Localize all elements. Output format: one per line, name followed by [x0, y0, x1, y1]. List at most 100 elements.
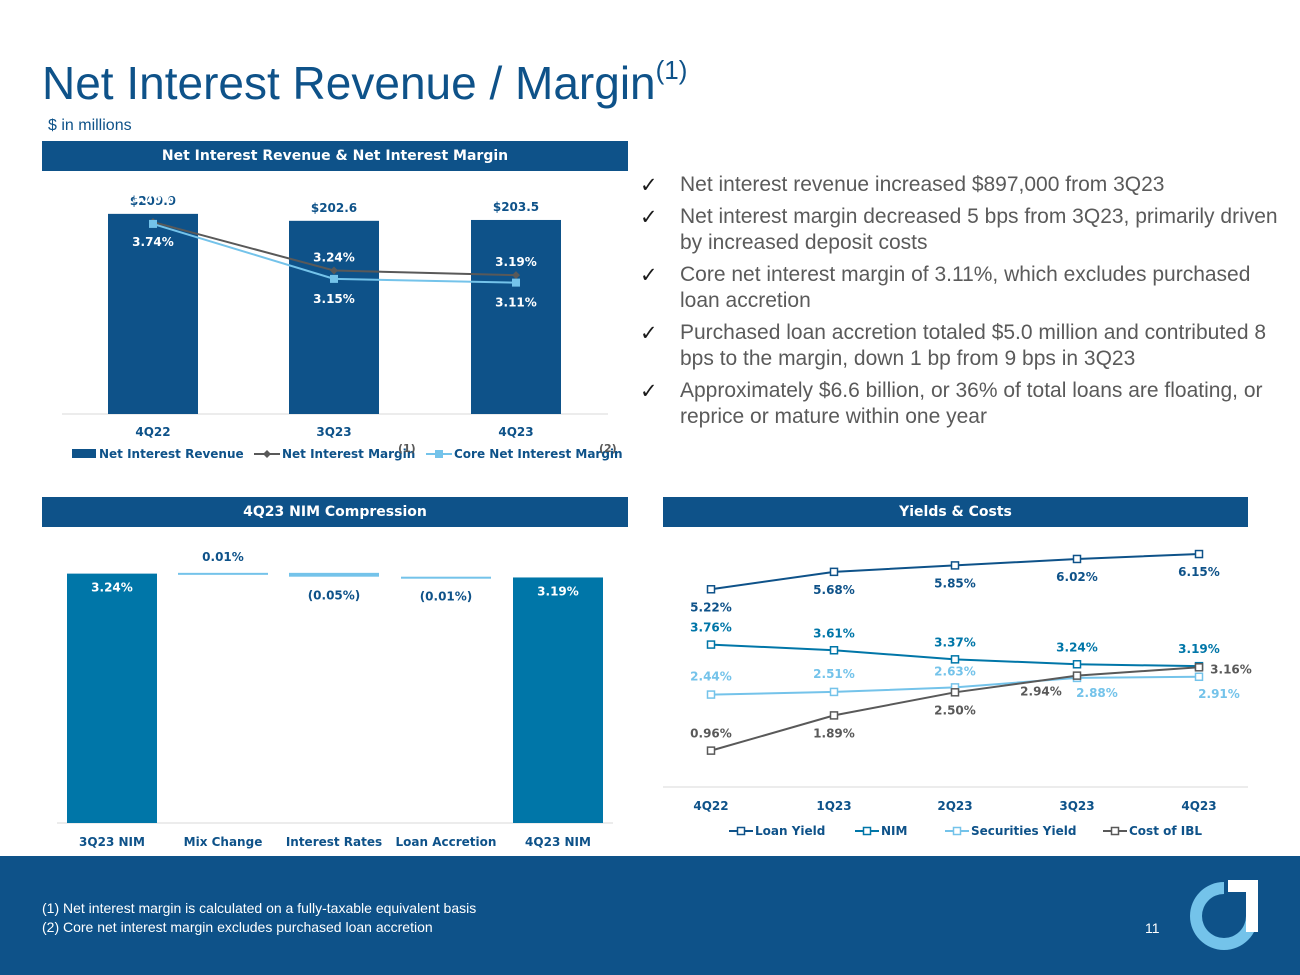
yields-costs-chart: 5.22% 5.68% 5.85% 6.02% 6.15% 3.76% 3.61% 3.37%… [663, 549, 1252, 838]
series-data-label: 1.89% [813, 726, 855, 740]
x-tick-label: Mix Change [184, 835, 263, 849]
core-nim-data-label: 3.11% [495, 296, 537, 310]
legend-marker-nim [263, 450, 271, 458]
x-tick-label: 4Q23 NIM [525, 835, 591, 849]
x-tick-label: 4Q23 [1181, 799, 1216, 813]
waterfall-bar [513, 577, 603, 823]
series-data-label: 3.61% [813, 626, 855, 640]
series-marker [1072, 671, 1082, 680]
series-marker [1194, 549, 1204, 559]
nim-compression-chart: 3.24% 3Q23 NIM 0.01% Mix Change (0.05%) Inter… [57, 550, 613, 849]
series-data-label: 3.76% [690, 621, 732, 635]
x-tick-label: 3Q23 [1059, 799, 1094, 813]
series-data-label: 0.96% [690, 727, 732, 741]
x-tick-label: 4Q23 [498, 425, 533, 439]
legend-footnote-mark: (1) [398, 442, 416, 455]
series-data-label: 5.68% [813, 583, 855, 597]
footnote-1: (1) Net interest margin is calculated on… [42, 900, 477, 916]
legend-label: Cost of IBL [1129, 824, 1202, 838]
nir-bar-label: $209.9 [130, 194, 176, 208]
key-point-item: ✓ Net interest revenue increased $897,000… [640, 172, 1290, 198]
waterfall-bar [67, 573, 157, 823]
panel-header-nim-compression: 4Q23 NIM Compression [42, 497, 628, 527]
legend-marker [736, 826, 746, 836]
checkmark-icon: ✓ [640, 205, 658, 229]
key-point-item: ✓ Purchased loan accretion totaled $5.0 m… [640, 320, 1290, 372]
core-nim-data-label: 3.74% [132, 235, 174, 249]
series-data-label: 6.15% [1178, 565, 1220, 579]
nim-marker [512, 271, 520, 280]
page-title-footnote-mark: (1) [655, 54, 688, 85]
core-nim-data-label: 3.15% [313, 292, 355, 306]
page-title-text: Net Interest Revenue / Margin [42, 57, 656, 109]
waterfall-bar [401, 576, 491, 579]
nir-nim-chart: $209.9 4Q22 $202.6 3Q23 $203.5 4Q23 3.76% 3.24%… [62, 191, 623, 461]
x-tick-label: 1Q23 [816, 799, 851, 813]
legend-label-nir: Net Interest Revenue [99, 447, 244, 461]
footnote-2: (2) Core net interest margin excludes pu… [42, 919, 433, 935]
series-data-label: 2.91% [1198, 687, 1240, 701]
nim-marker [330, 266, 338, 275]
series-marker [1072, 660, 1082, 669]
series-data-label: 3.19% [1178, 642, 1220, 656]
key-point-item: ✓ Net interest margin decreased 5 bps fro… [640, 204, 1290, 256]
units-subtitle: $ in millions [48, 117, 132, 134]
series-marker [706, 746, 716, 755]
series-marker [829, 687, 839, 697]
legend-label-nim: Net Interest Margin [282, 447, 415, 461]
series-marker [706, 585, 716, 594]
nim-data-label: 3.19% [495, 255, 537, 269]
series-marker [950, 688, 960, 697]
checkmark-icon: ✓ [640, 321, 658, 345]
series-marker [706, 640, 716, 649]
nim-data-label: 3.24% [313, 251, 355, 265]
x-tick-label: 4Q22 [135, 425, 170, 439]
series-data-label: 2.88% [1076, 686, 1118, 700]
waterfall-bar [178, 572, 268, 575]
waterfall-data-label: 3.19% [537, 584, 579, 598]
series-marker [829, 646, 839, 655]
legend-marker [1110, 826, 1120, 836]
nir-bar [108, 213, 198, 414]
key-point-item: ✓ Core net interest margin of 3.11%, whic… [640, 262, 1290, 314]
series-data-label: 2.63% [934, 664, 976, 678]
legend-marker [952, 826, 962, 836]
x-tick-label: 3Q23 NIM [79, 835, 145, 849]
core-nim-marker [149, 219, 157, 228]
legend-footnote-mark: (2) [599, 442, 617, 455]
waterfall-bar [289, 572, 379, 577]
key-point-text: Net interest revenue increased $897,000 … [680, 173, 1165, 196]
series-marker [950, 655, 960, 664]
nir-bar-label: $203.5 [493, 200, 539, 214]
company-logo-icon [1190, 880, 1258, 950]
key-point-text: Purchased loan accretion totaled $5.0 mi… [680, 321, 1267, 370]
series-data-label: 3.16% [1210, 662, 1252, 676]
x-tick-label: 4Q22 [693, 799, 728, 813]
panel-header-yields-costs: Yields & Costs [663, 497, 1248, 527]
series-marker [829, 567, 839, 577]
core-nim-marker [512, 278, 520, 287]
waterfall-data-label: 0.01% [202, 550, 244, 564]
series-data-label: 2.94% [1020, 685, 1062, 699]
nir-bar-label: $202.6 [311, 201, 357, 215]
page-title: Net Interest Revenue / Margin(1) [42, 54, 688, 110]
series-marker [706, 690, 716, 699]
key-point-text: Net interest margin decreased 5 bps from… [680, 205, 1278, 254]
series-data-label: 2.44% [690, 670, 732, 684]
key-point-text: Approximately $6.6 billion, or 36% of to… [680, 379, 1263, 428]
series-data-label: 5.22% [690, 600, 732, 614]
core-nim-marker [330, 274, 338, 283]
legend-marker [862, 826, 872, 836]
series-data-label: 5.85% [934, 576, 976, 590]
nir-bar [289, 220, 379, 414]
legend-label-core: Core Net Interest Margin [454, 447, 623, 461]
legend-label: NIM [881, 824, 907, 838]
series-marker [1072, 554, 1082, 564]
footer-band [0, 856, 1300, 975]
checkmark-icon: ✓ [640, 173, 658, 197]
x-tick-label: Loan Accretion [396, 835, 497, 849]
key-point-item: ✓ Approximately $6.6 billion, or 36% of t… [640, 378, 1290, 430]
series-marker [1194, 663, 1204, 672]
series-data-label: 3.24% [1056, 640, 1098, 654]
series-marker [829, 711, 839, 720]
